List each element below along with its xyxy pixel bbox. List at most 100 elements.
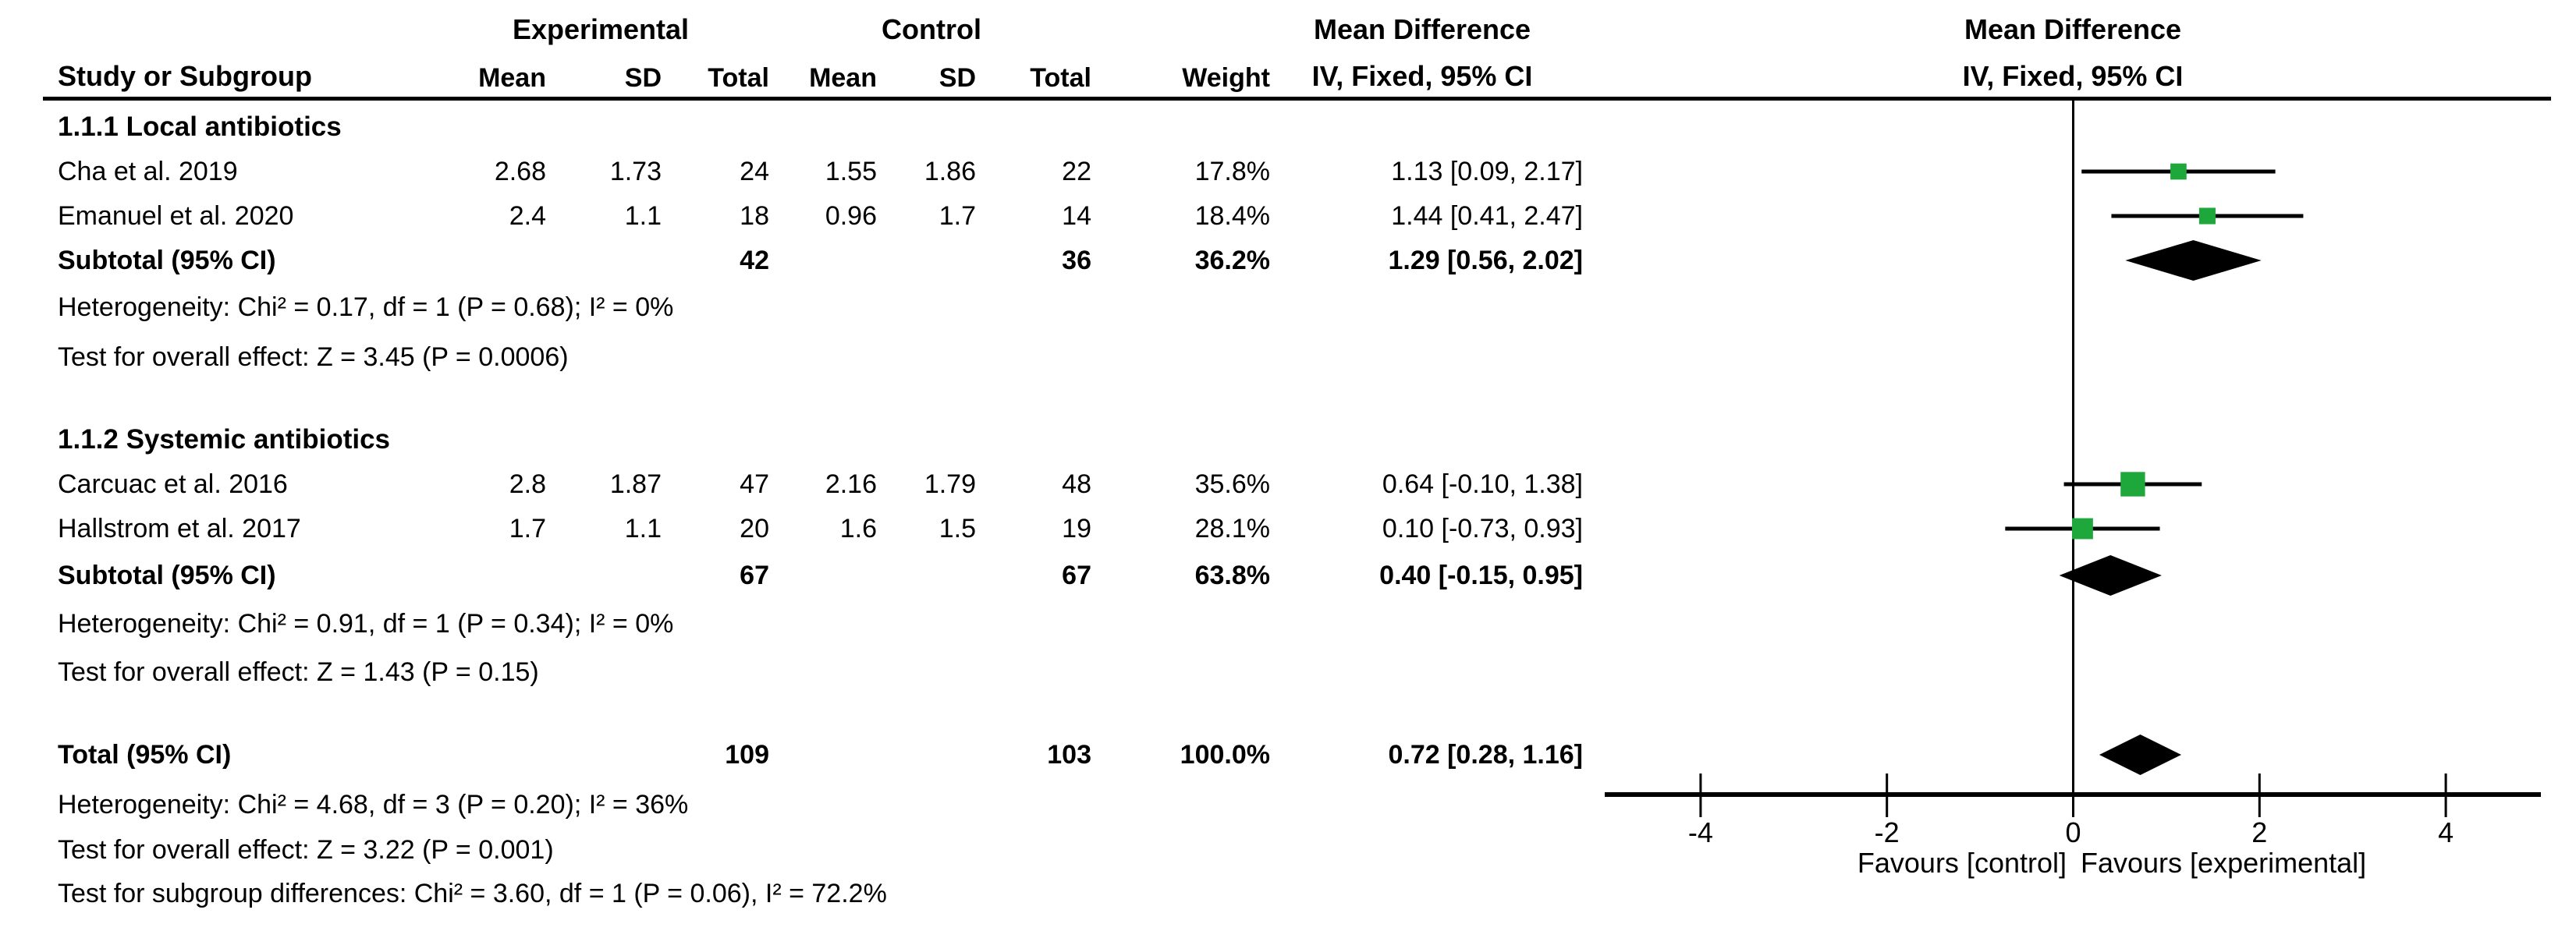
sd-exp: 1.73	[609, 157, 662, 186]
total-exp: 18	[740, 201, 769, 231]
ci-text: 1.13 [0.09, 2.17]	[1391, 157, 1583, 186]
axis-tick	[2072, 773, 2074, 817]
subgroup-header-row: 1.1.2 Systemic antibiotics	[0, 422, 2576, 458]
stat-text: Test for overall effect: Z = 1.43 (P = 0…	[58, 657, 539, 687]
experimental-group-header: Experimental	[512, 13, 690, 45]
weight-value: 63.8%	[1194, 561, 1270, 590]
total-exp: 109	[725, 740, 769, 770]
mean-difference-plot-header: Mean Difference	[1964, 13, 2182, 45]
total-exp: 67	[740, 561, 769, 590]
col-header-ci-plot: IV, Fixed, 95% CI	[1962, 60, 2184, 92]
mean-ctrl: 1.6	[839, 514, 877, 543]
header-rule	[43, 97, 2551, 101]
weight-value: 28.1%	[1194, 514, 1270, 543]
total-ctrl: 36	[1062, 246, 1091, 275]
total-exp: 20	[740, 514, 769, 543]
study-name: Emanuel et al. 2020	[58, 201, 294, 231]
weight-value: 36.2%	[1194, 246, 1270, 275]
sd-exp: 1.1	[624, 201, 662, 231]
sd-ctrl: 1.79	[924, 469, 976, 499]
pooled-label: Total (95% CI)	[58, 740, 232, 770]
subgroup-differences-note: Test for subgroup differences: Chi² = 3.…	[0, 876, 2576, 912]
pooled-diamond	[2099, 735, 2182, 775]
study-row: Hallstrom et al. 2017 1.7 1.1 20 1.6 1.5 19 28.…	[0, 511, 2576, 547]
total-ctrl: 19	[1062, 514, 1091, 543]
stat-text: Test for subgroup differences: Chi² = 3.…	[58, 879, 887, 908]
mean-exp: 1.7	[509, 514, 546, 543]
total-row: Total (95% CI) 109 103 100.0% 0.72 [0.28, 1.…	[0, 737, 2576, 773]
total-exp: 42	[740, 246, 769, 275]
study-name: Cha et al. 2019	[58, 157, 238, 186]
stat-text: Heterogeneity: Chi² = 0.91, df = 1 (P = …	[58, 609, 674, 639]
col-header-sd-ctrl: SD	[939, 63, 976, 93]
mean-difference-table-header: Mean Difference	[1313, 13, 1531, 45]
heterogeneity-note: Heterogeneity: Chi² = 4.68, df = 3 (P = …	[0, 787, 2576, 823]
sd-ctrl: 1.86	[924, 157, 976, 186]
col-header-ci-table: IV, Fixed, 95% CI	[1311, 60, 1533, 92]
weight-value: 35.6%	[1194, 469, 1270, 499]
pooled-label: Subtotal (95% CI)	[58, 246, 276, 275]
heterogeneity-note: Heterogeneity: Chi² = 0.91, df = 1 (P = …	[0, 606, 2576, 642]
subgroup-label: 1.1.2 Systemic antibiotics	[58, 424, 391, 455]
study-row: Carcuac et al. 2016 2.8 1.87 47 2.16 1.79 48 35…	[0, 466, 2576, 502]
axis-tick	[1699, 773, 1702, 817]
mean-ctrl: 2.16	[825, 469, 877, 499]
axis-tick-label: 4	[2438, 816, 2454, 848]
study-row: Cha et al. 2019 2.68 1.73 24 1.55 1.86 22 17.8%…	[0, 154, 2576, 189]
sd-exp: 1.87	[609, 469, 662, 499]
total-ctrl: 48	[1062, 469, 1091, 499]
heterogeneity-note: Heterogeneity: Chi² = 0.17, df = 1 (P = …	[0, 289, 2576, 325]
col-header-study: Study or Subgroup	[58, 60, 312, 92]
study-name: Hallstrom et al. 2017	[58, 514, 301, 543]
total-exp: 24	[740, 157, 769, 186]
axis-tick-label: 0	[2065, 816, 2081, 848]
ci-text: 0.72 [0.28, 1.16]	[1388, 740, 1583, 770]
axis-tick	[2444, 773, 2447, 817]
weight-value: 18.4%	[1194, 201, 1270, 231]
overall-effect-note: Test for overall effect: Z = 1.43 (P = 0…	[0, 654, 2576, 690]
col-header-total-exp: Total	[708, 63, 769, 93]
weight-value: 100.0%	[1180, 740, 1270, 770]
effect-square	[2170, 163, 2187, 180]
effect-square	[2198, 207, 2216, 225]
sd-ctrl: 1.5	[939, 514, 976, 543]
ci-text: 0.40 [-0.15, 0.95]	[1379, 561, 1583, 590]
axis-tick	[1886, 773, 1889, 817]
subtotal-row: Subtotal (95% CI) 42 36 36.2% 1.29 [0.56, 2.…	[0, 242, 2576, 278]
effect-square	[2072, 518, 2093, 540]
pooled-diamond	[2125, 240, 2262, 281]
overall-effect-note: Test for overall effect: Z = 3.45 (P = 0…	[0, 339, 2576, 375]
ci-text: 1.44 [0.41, 2.47]	[1391, 201, 1583, 231]
axis-tick-label: 2	[2251, 816, 2268, 848]
axis-tick	[2258, 773, 2261, 817]
effect-square	[2120, 472, 2145, 497]
sd-ctrl: 1.7	[939, 201, 976, 231]
col-header-sd-exp: SD	[624, 63, 662, 93]
mean-exp: 2.68	[494, 157, 546, 186]
stat-text: Test for overall effect: Z = 3.45 (P = 0…	[58, 342, 569, 372]
stat-text: Heterogeneity: Chi² = 4.68, df = 3 (P = …	[58, 790, 689, 819]
mean-ctrl: 0.96	[825, 201, 877, 231]
pooled-label: Subtotal (95% CI)	[58, 561, 276, 590]
col-header-total-ctrl: Total	[1030, 63, 1091, 93]
mean-ctrl: 1.55	[825, 157, 877, 186]
total-ctrl: 67	[1062, 561, 1091, 590]
zero-line	[2072, 101, 2074, 795]
total-ctrl: 14	[1062, 201, 1091, 231]
col-header-weight: Weight	[1182, 63, 1270, 93]
sd-exp: 1.1	[624, 514, 662, 543]
mean-exp: 2.4	[509, 201, 546, 231]
pooled-diamond	[2059, 555, 2162, 596]
axis-tick-label: -4	[1687, 816, 1713, 848]
control-group-header: Control	[882, 13, 981, 45]
study-name: Carcuac et al. 2016	[58, 469, 288, 499]
ci-text: 1.29 [0.56, 2.02]	[1388, 246, 1583, 275]
overall-effect-note: Test for overall effect: Z = 3.22 (P = 0…	[0, 832, 2576, 868]
stat-text: Heterogeneity: Chi² = 0.17, df = 1 (P = …	[58, 292, 674, 322]
subgroup-label: 1.1.1 Local antibiotics	[58, 112, 342, 142]
stat-text: Test for overall effect: Z = 3.22 (P = 0…	[58, 835, 554, 865]
ci-text: 0.10 [-0.73, 0.93]	[1382, 514, 1583, 543]
subtotal-row: Subtotal (95% CI) 67 67 63.8% 0.40 [-0.15, 0…	[0, 558, 2576, 593]
